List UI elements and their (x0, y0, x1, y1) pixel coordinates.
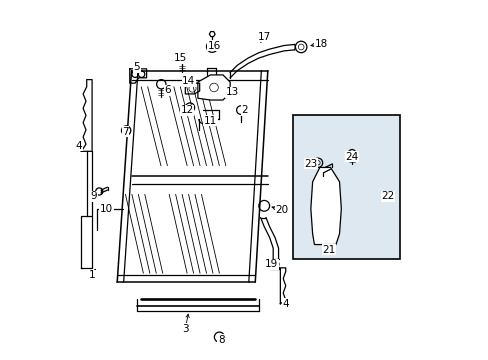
Text: 19: 19 (264, 259, 278, 269)
Polygon shape (384, 193, 391, 199)
Text: 13: 13 (225, 87, 238, 97)
Text: 3: 3 (182, 324, 188, 334)
Polygon shape (178, 55, 185, 62)
Text: 18: 18 (314, 39, 327, 49)
Text: 11: 11 (203, 116, 217, 126)
Text: 9: 9 (90, 191, 97, 201)
Text: 15: 15 (173, 53, 186, 63)
Text: 4: 4 (282, 299, 288, 309)
Text: 24: 24 (345, 152, 358, 162)
Text: 7: 7 (122, 127, 128, 136)
Text: 20: 20 (275, 206, 288, 216)
Text: 10: 10 (100, 204, 113, 214)
Text: 8: 8 (218, 334, 224, 345)
Polygon shape (310, 167, 341, 244)
Text: 4: 4 (75, 141, 82, 151)
Text: 17: 17 (257, 32, 270, 41)
Text: 14: 14 (182, 76, 195, 86)
Text: 16: 16 (207, 41, 220, 50)
Text: 6: 6 (164, 85, 170, 95)
Polygon shape (209, 32, 215, 36)
Text: 21: 21 (322, 245, 335, 255)
Text: 22: 22 (381, 191, 394, 201)
Bar (292, 116, 400, 259)
Polygon shape (198, 75, 230, 100)
Text: 5: 5 (133, 62, 140, 72)
Text: 1: 1 (89, 270, 95, 280)
Text: 23: 23 (304, 159, 317, 169)
Text: 2: 2 (241, 105, 247, 115)
Text: 12: 12 (180, 105, 193, 115)
